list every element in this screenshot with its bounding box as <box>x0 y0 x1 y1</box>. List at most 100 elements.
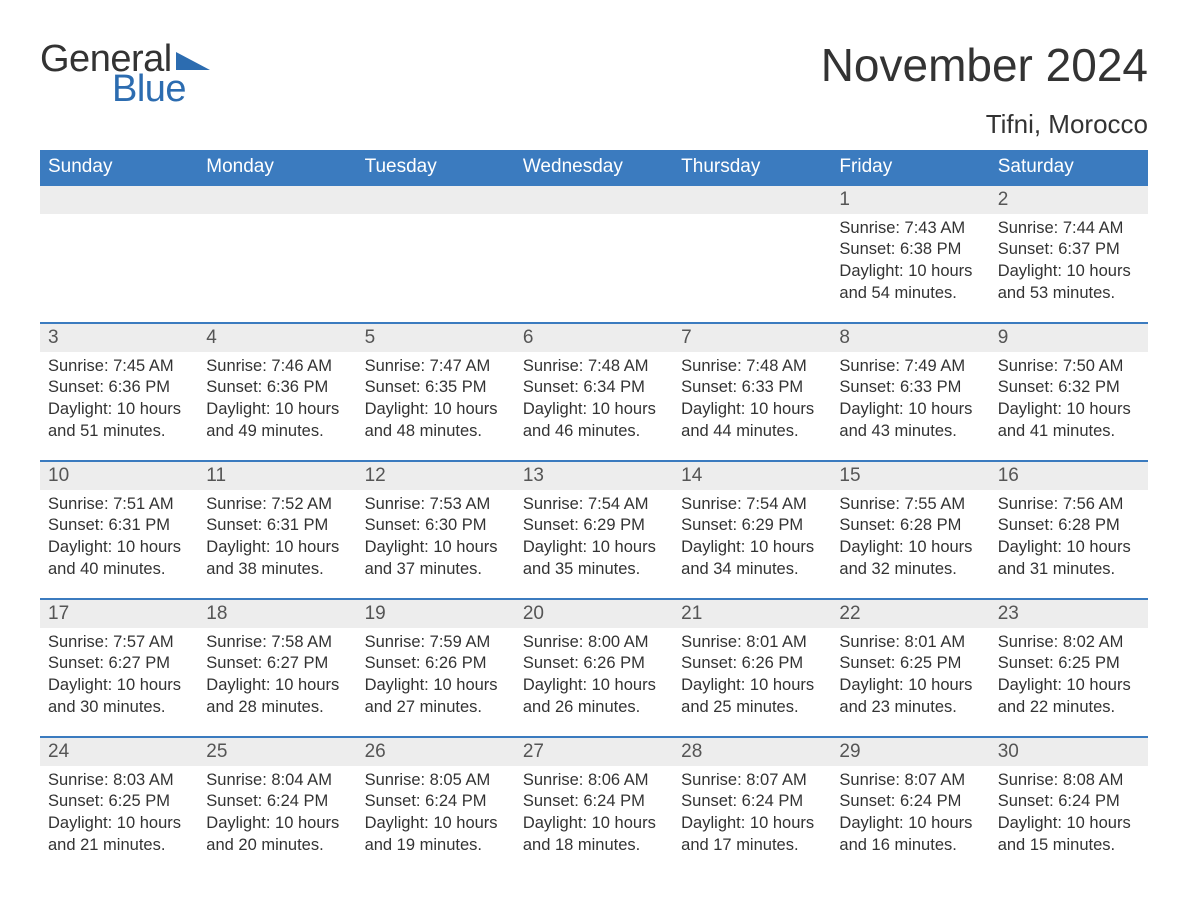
weekday-header: Thursday <box>673 150 831 184</box>
day-number-cell: 7 <box>673 324 831 352</box>
day-number-cell: 18 <box>198 600 356 628</box>
day-detail-cell: Sunrise: 8:07 AMSunset: 6:24 PMDaylight:… <box>673 766 831 874</box>
daylight-line: Daylight: 10 hours and 49 minutes. <box>206 399 348 443</box>
day-number-cell: 16 <box>990 462 1148 490</box>
sunrise-line: Sunrise: 7:46 AM <box>206 356 348 378</box>
day-detail-cell: Sunrise: 7:54 AMSunset: 6:29 PMDaylight:… <box>515 490 673 598</box>
calendar-week: 12 Sunrise: 7:43 AMSunset: 6:38 PMDayligh… <box>40 184 1148 322</box>
sunset-line: Sunset: 6:31 PM <box>206 515 348 537</box>
sunset-line: Sunset: 6:25 PM <box>839 653 981 675</box>
daylight-line: Daylight: 10 hours and 51 minutes. <box>48 399 190 443</box>
day-number-cell: 21 <box>673 600 831 628</box>
sunset-line: Sunset: 6:34 PM <box>523 377 665 399</box>
sunrise-line: Sunrise: 8:03 AM <box>48 770 190 792</box>
daylight-line: Daylight: 10 hours and 17 minutes. <box>681 813 823 857</box>
sunset-line: Sunset: 6:24 PM <box>839 791 981 813</box>
day-number-row: 12 <box>40 186 1148 214</box>
day-detail-cell <box>515 214 673 322</box>
calendar-week: 10111213141516Sunrise: 7:51 AMSunset: 6:… <box>40 460 1148 598</box>
logo-text-blue: Blue <box>112 70 210 108</box>
sunrise-line: Sunrise: 7:45 AM <box>48 356 190 378</box>
sunset-line: Sunset: 6:28 PM <box>839 515 981 537</box>
sunrise-line: Sunrise: 7:58 AM <box>206 632 348 654</box>
day-number-cell: 23 <box>990 600 1148 628</box>
sunrise-line: Sunrise: 8:01 AM <box>839 632 981 654</box>
day-number-cell: 22 <box>831 600 989 628</box>
day-detail-cell: Sunrise: 7:54 AMSunset: 6:29 PMDaylight:… <box>673 490 831 598</box>
day-details-row: Sunrise: 7:45 AMSunset: 6:36 PMDaylight:… <box>40 352 1148 460</box>
sunrise-line: Sunrise: 7:51 AM <box>48 494 190 516</box>
day-number-cell <box>40 186 198 214</box>
sunset-line: Sunset: 6:33 PM <box>681 377 823 399</box>
sunset-line: Sunset: 6:27 PM <box>206 653 348 675</box>
day-detail-cell: Sunrise: 8:04 AMSunset: 6:24 PMDaylight:… <box>198 766 356 874</box>
title-block: November 2024 Tifni, Morocco <box>821 40 1148 140</box>
sunrise-line: Sunrise: 7:44 AM <box>998 218 1140 240</box>
sunset-line: Sunset: 6:33 PM <box>839 377 981 399</box>
daylight-line: Daylight: 10 hours and 41 minutes. <box>998 399 1140 443</box>
day-number-cell: 2 <box>990 186 1148 214</box>
sunrise-line: Sunrise: 8:06 AM <box>523 770 665 792</box>
weekday-header-row: SundayMondayTuesdayWednesdayThursdayFrid… <box>40 150 1148 184</box>
day-detail-cell: Sunrise: 8:08 AMSunset: 6:24 PMDaylight:… <box>990 766 1148 874</box>
sunrise-line: Sunrise: 8:05 AM <box>365 770 507 792</box>
day-detail-cell: Sunrise: 7:59 AMSunset: 6:26 PMDaylight:… <box>357 628 515 736</box>
daylight-line: Daylight: 10 hours and 19 minutes. <box>365 813 507 857</box>
day-number-cell: 15 <box>831 462 989 490</box>
calendar-week: 17181920212223Sunrise: 7:57 AMSunset: 6:… <box>40 598 1148 736</box>
day-detail-cell: Sunrise: 7:46 AMSunset: 6:36 PMDaylight:… <box>198 352 356 460</box>
calendar-week: 24252627282930Sunrise: 8:03 AMSunset: 6:… <box>40 736 1148 874</box>
month-title: November 2024 <box>821 40 1148 91</box>
daylight-line: Daylight: 10 hours and 21 minutes. <box>48 813 190 857</box>
weekday-header: Saturday <box>990 150 1148 184</box>
sunset-line: Sunset: 6:29 PM <box>523 515 665 537</box>
sunrise-line: Sunrise: 7:52 AM <box>206 494 348 516</box>
sunrise-line: Sunrise: 8:08 AM <box>998 770 1140 792</box>
sunrise-line: Sunrise: 8:01 AM <box>681 632 823 654</box>
day-number-cell: 28 <box>673 738 831 766</box>
sunrise-line: Sunrise: 7:49 AM <box>839 356 981 378</box>
day-number-cell: 29 <box>831 738 989 766</box>
sunset-line: Sunset: 6:27 PM <box>48 653 190 675</box>
daylight-line: Daylight: 10 hours and 54 minutes. <box>839 261 981 305</box>
sunrise-line: Sunrise: 7:56 AM <box>998 494 1140 516</box>
day-number-cell: 13 <box>515 462 673 490</box>
weekday-header: Monday <box>198 150 356 184</box>
day-detail-cell <box>40 214 198 322</box>
day-number-row: 3456789 <box>40 324 1148 352</box>
sunset-line: Sunset: 6:25 PM <box>48 791 190 813</box>
sunrise-line: Sunrise: 8:07 AM <box>839 770 981 792</box>
day-number-row: 17181920212223 <box>40 600 1148 628</box>
day-number-cell: 11 <box>198 462 356 490</box>
day-number-cell: 19 <box>357 600 515 628</box>
day-details-row: Sunrise: 7:57 AMSunset: 6:27 PMDaylight:… <box>40 628 1148 736</box>
daylight-line: Daylight: 10 hours and 40 minutes. <box>48 537 190 581</box>
sunset-line: Sunset: 6:25 PM <box>998 653 1140 675</box>
day-detail-cell: Sunrise: 7:53 AMSunset: 6:30 PMDaylight:… <box>357 490 515 598</box>
day-detail-cell: Sunrise: 8:05 AMSunset: 6:24 PMDaylight:… <box>357 766 515 874</box>
daylight-line: Daylight: 10 hours and 15 minutes. <box>998 813 1140 857</box>
sunset-line: Sunset: 6:26 PM <box>681 653 823 675</box>
day-detail-cell <box>673 214 831 322</box>
daylight-line: Daylight: 10 hours and 35 minutes. <box>523 537 665 581</box>
day-number-cell: 25 <box>198 738 356 766</box>
day-number-cell: 5 <box>357 324 515 352</box>
sunset-line: Sunset: 6:38 PM <box>839 239 981 261</box>
calendar-week: 3456789Sunrise: 7:45 AMSunset: 6:36 PMDa… <box>40 322 1148 460</box>
sunrise-line: Sunrise: 7:43 AM <box>839 218 981 240</box>
day-detail-cell: Sunrise: 7:52 AMSunset: 6:31 PMDaylight:… <box>198 490 356 598</box>
daylight-line: Daylight: 10 hours and 46 minutes. <box>523 399 665 443</box>
day-number-cell: 24 <box>40 738 198 766</box>
logo: General Blue <box>40 40 210 108</box>
sunset-line: Sunset: 6:29 PM <box>681 515 823 537</box>
weeks-container: 12Sunrise: 7:43 AMSunset: 6:38 PMDayligh… <box>40 184 1148 874</box>
day-detail-cell: Sunrise: 8:01 AMSunset: 6:25 PMDaylight:… <box>831 628 989 736</box>
daylight-line: Daylight: 10 hours and 16 minutes. <box>839 813 981 857</box>
sunrise-line: Sunrise: 7:48 AM <box>681 356 823 378</box>
sunset-line: Sunset: 6:26 PM <box>365 653 507 675</box>
day-details-row: Sunrise: 8:03 AMSunset: 6:25 PMDaylight:… <box>40 766 1148 874</box>
day-number-cell <box>198 186 356 214</box>
day-detail-cell: Sunrise: 8:07 AMSunset: 6:24 PMDaylight:… <box>831 766 989 874</box>
sunrise-line: Sunrise: 7:54 AM <box>523 494 665 516</box>
daylight-line: Daylight: 10 hours and 28 minutes. <box>206 675 348 719</box>
